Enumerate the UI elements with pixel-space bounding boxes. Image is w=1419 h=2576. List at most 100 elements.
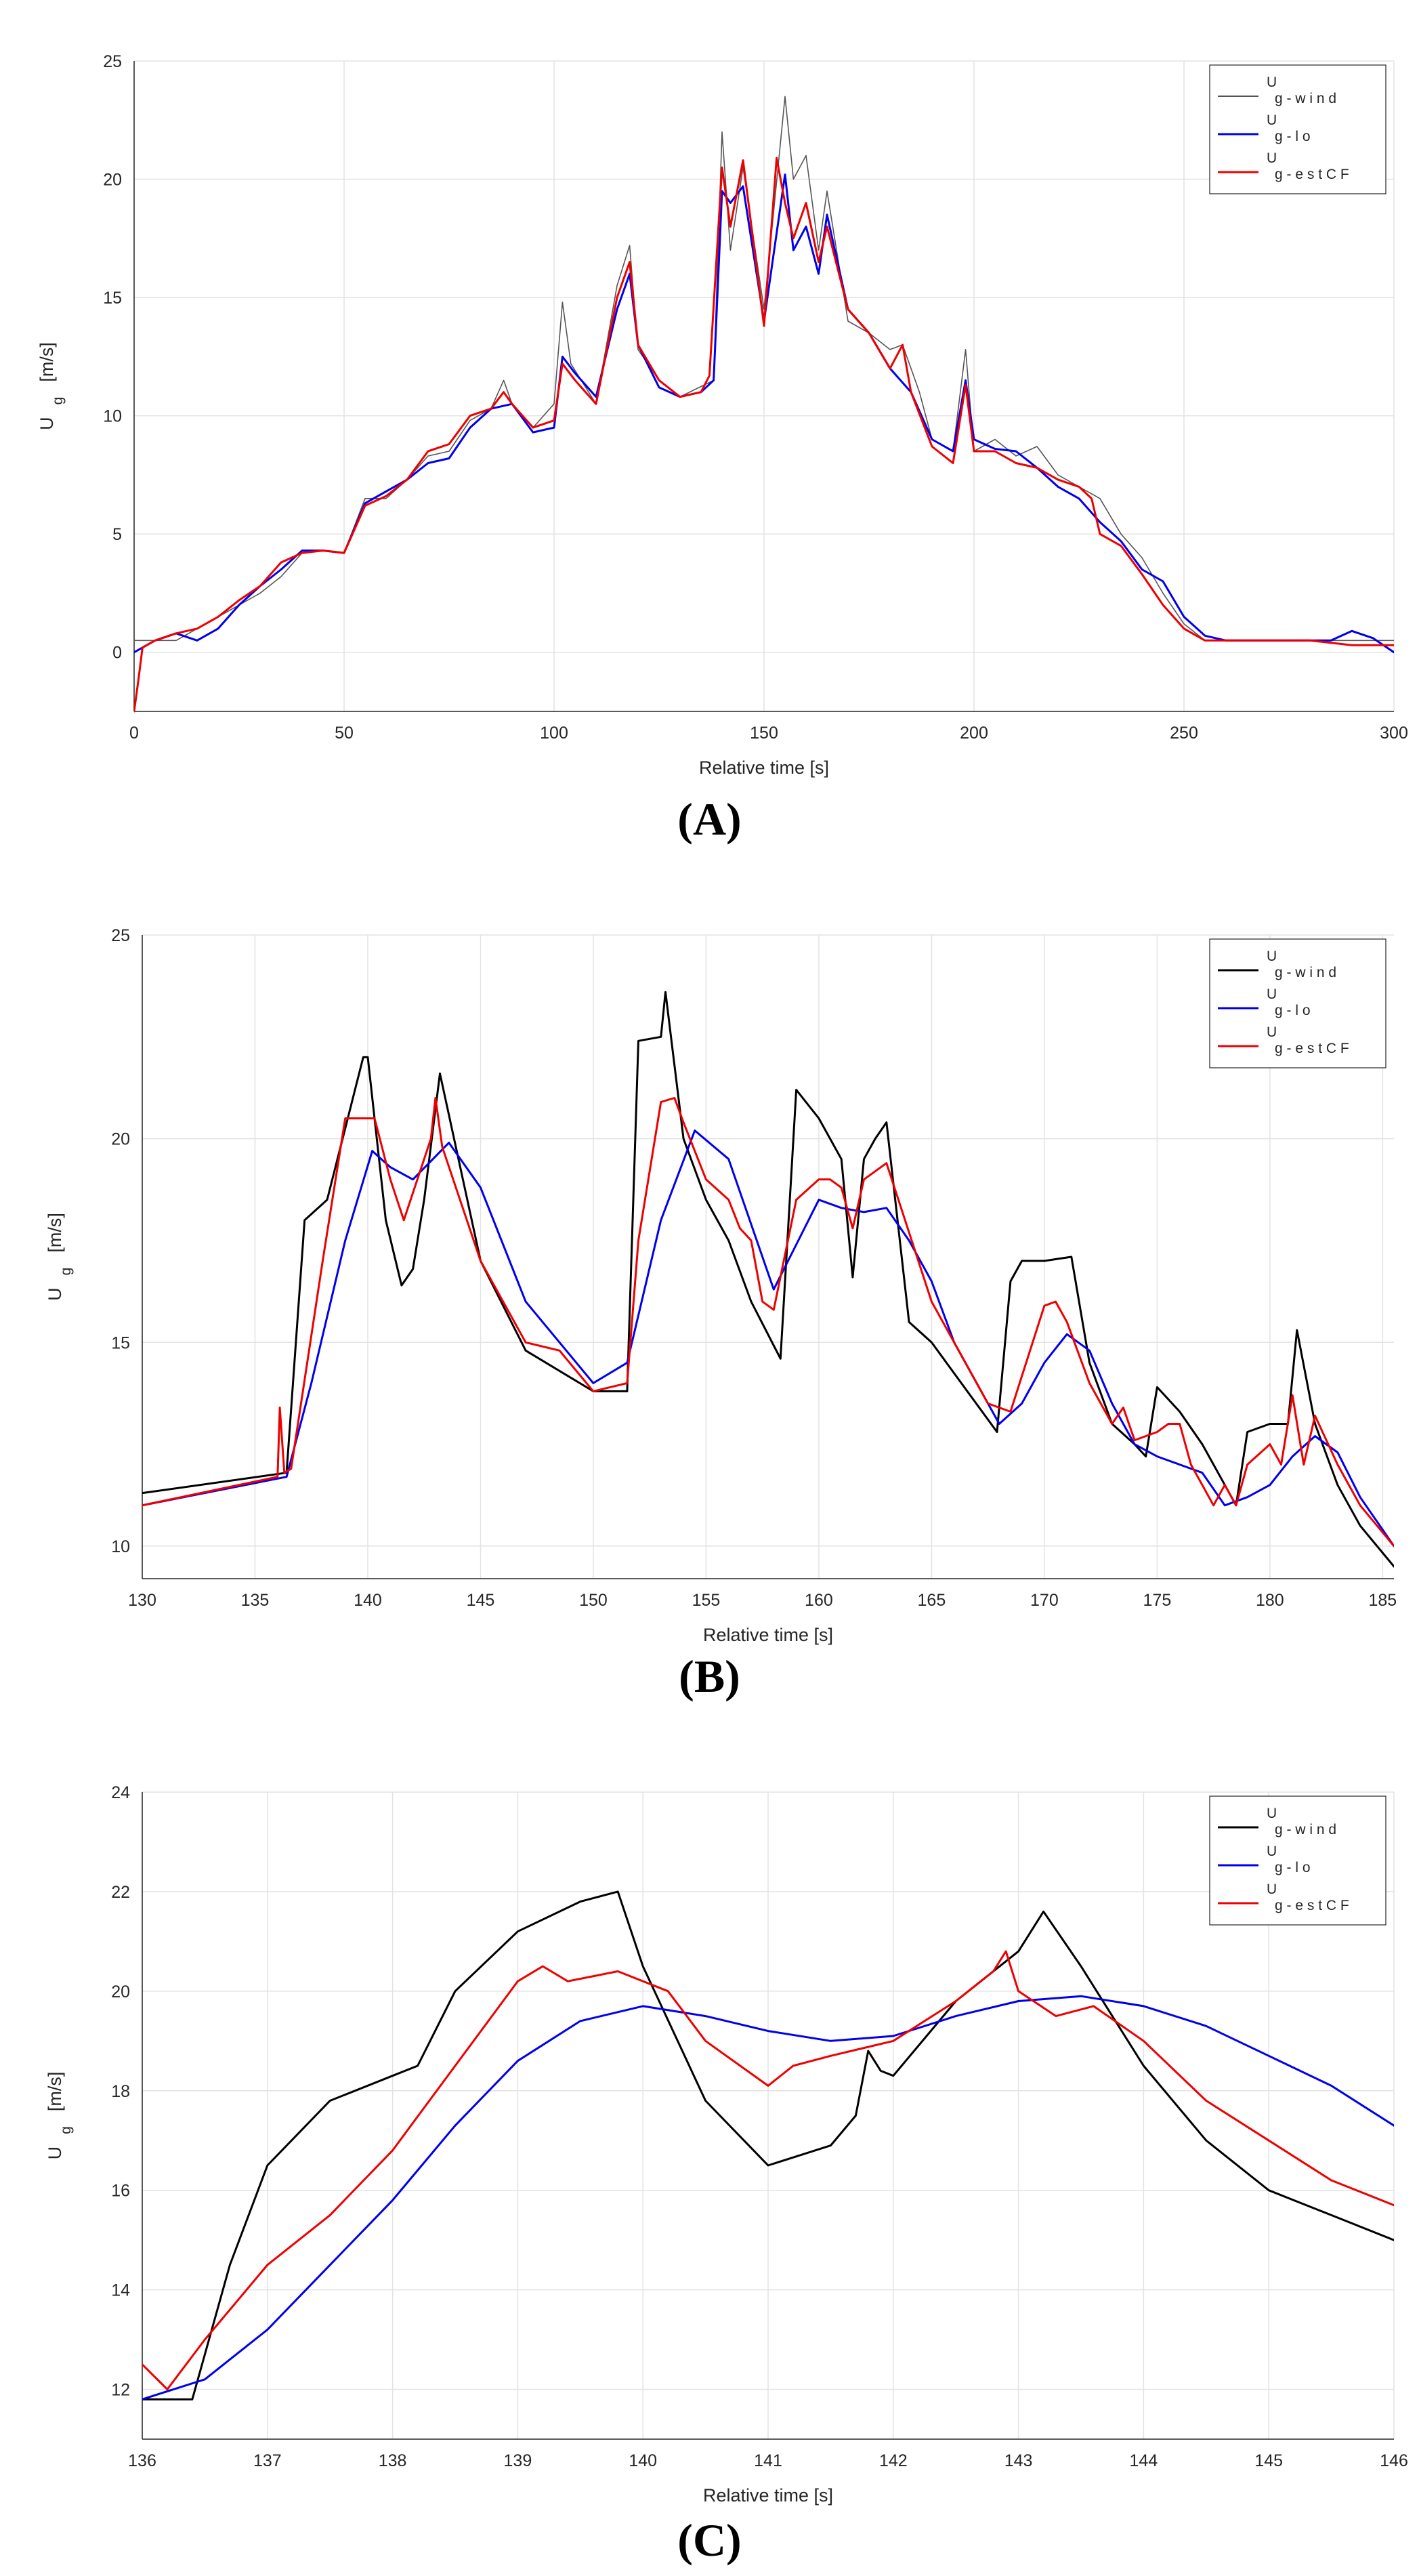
legend-name: U	[1267, 1844, 1277, 1859]
x-tick-label: 50	[335, 724, 354, 743]
legend-subscript: g - w i n d	[1275, 1822, 1336, 1837]
x-tick-label: 175	[1143, 1591, 1172, 1610]
y-tick-label: 25	[111, 926, 130, 945]
series-group-b	[142, 991, 1394, 1568]
x-tick-label: 137	[253, 2451, 282, 2470]
series-line-g-lo	[142, 1995, 1394, 2401]
y-tick-label: 20	[111, 1982, 130, 2001]
y-tick-label: 10	[111, 1537, 130, 1556]
legend-name: U	[1267, 986, 1277, 1002]
x-tick-label: 0	[129, 724, 139, 743]
series-line-g-wind	[142, 1890, 1394, 2401]
legend-name: U	[1267, 112, 1277, 128]
legend-item: Ug - w i n d	[1218, 949, 1336, 980]
legend-b: Ug - w i n dUg - l oUg - e s t C F	[1209, 938, 1386, 1068]
y-axis-label: Ug[m/s]	[45, 2072, 74, 2160]
x-tick-label: 144	[1130, 2451, 1158, 2470]
legend-item: Ug - e s t C F	[1218, 1024, 1349, 1056]
y-tick-label: 15	[111, 1333, 130, 1352]
x-axis-label: Relative time [s]	[703, 2485, 833, 2506]
y-axis-label-text: Ug[m/s]	[45, 2072, 74, 2160]
plot-area-b	[142, 935, 1394, 1579]
x-tick-label: 200	[960, 724, 988, 743]
chart-panel-a: 0 50 100 150 200 250 300 0 5 10 15 20 25 Relative tim…	[0, 0, 1419, 874]
y-tick-label: 22	[111, 1883, 130, 1902]
x-tick-label: 139	[504, 2451, 532, 2470]
y-axis-label-text: Ug[m/s]	[37, 342, 66, 430]
legend-name: U	[1267, 949, 1277, 964]
series-line-g-est-cf	[134, 157, 1394, 713]
chart-a: 0 50 100 150 200 250 300 0 5 10 15 20 25 Relative tim…	[37, 52, 1408, 778]
series-line-g-lo	[142, 1129, 1394, 1547]
x-tick-label: 300	[1380, 724, 1408, 743]
x-tick-label: 100	[540, 724, 568, 743]
x-tick-label: 143	[1004, 2451, 1033, 2470]
legend-subscript: g - l o	[1275, 1003, 1311, 1018]
grid-c	[142, 1791, 1395, 2439]
legend-name: U	[1267, 150, 1277, 166]
y-axis-label-text: Ug[m/s]	[45, 1213, 74, 1301]
legend-item: Ug - w i n d	[1218, 1806, 1336, 1837]
panel-label-b: (B)	[679, 1650, 740, 1702]
legend-subscript: g - e s t C F	[1275, 1898, 1349, 1913]
chart-panel-c: 136 137 138 139 140 141 142 143 144 145 146 12 14 16 1…	[0, 1734, 1419, 2576]
y-tick-label: 25	[103, 52, 122, 71]
legend-item: Ug - l o	[1218, 1844, 1311, 1875]
panel-label-a: (A)	[677, 793, 742, 845]
x-tick-label: 138	[379, 2451, 407, 2470]
y-tick-label: 20	[111, 1130, 130, 1149]
x-tick-label: 145	[1254, 2451, 1283, 2470]
legend-item: Ug - e s t C F	[1218, 1882, 1349, 1913]
legend-c: Ug - w i n dUg - l oUg - e s t C F	[1209, 1795, 1386, 1926]
legend-subscript: g - w i n d	[1275, 965, 1336, 980]
legend-a: Ug - w i n dUg - l oUg - e s t C F	[1209, 64, 1386, 194]
legend-item: Ug - l o	[1218, 986, 1311, 1018]
y-tick-label: 5	[112, 525, 122, 544]
y-tick-label: 15	[103, 289, 122, 308]
x-tick-label: 165	[918, 1591, 946, 1610]
y-tick-label: 18	[111, 2082, 130, 2101]
legend-subscript: g - l o	[1275, 1860, 1311, 1875]
x-tick-label: 142	[879, 2451, 908, 2470]
y-tick-label: 16	[111, 2182, 130, 2201]
x-axis-label: Relative time [s]	[703, 1625, 833, 1645]
series-line-g-est-cf	[142, 1950, 1394, 2390]
legend-name: U	[1267, 1882, 1277, 1897]
chart-b: 130 135 140 145 150 155 160 165 170 175 180 185 10 15…	[45, 926, 1397, 1645]
legend-subscript: g - e s t C F	[1275, 167, 1349, 182]
x-tick-label: 146	[1380, 2451, 1408, 2470]
chart-c: 136 137 138 139 140 141 142 143 144 145 146 12 14 16 1…	[45, 1783, 1408, 2506]
y-tick-label: 24	[111, 1783, 130, 1802]
y-axis-label: Ug[m/s]	[45, 1213, 74, 1301]
legend-name: U	[1267, 1806, 1277, 1821]
chart-panel-b: 130 135 140 145 150 155 160 165 170 175 180 185 10 15…	[0, 874, 1419, 1734]
x-tick-label: 136	[128, 2451, 156, 2470]
x-tick-label: 185	[1368, 1591, 1397, 1610]
y-tick-label: 20	[103, 171, 122, 190]
x-tick-label: 170	[1030, 1591, 1059, 1610]
legend-item: Ug - l o	[1218, 112, 1311, 144]
x-tick-label: 160	[805, 1591, 833, 1610]
x-axis-label: Relative time [s]	[699, 757, 829, 778]
panel-label-c: (C)	[677, 2514, 742, 2566]
x-tick-label: 180	[1256, 1591, 1284, 1610]
grid-a	[133, 60, 1395, 711]
legend-subscript: g - e s t C F	[1275, 1041, 1349, 1056]
legend-subscript: g - w i n d	[1275, 91, 1336, 106]
series-line-g-est-cf	[142, 1097, 1394, 1547]
legend-item: Ug - w i n d	[1218, 75, 1336, 106]
x-tick-label: 150	[579, 1591, 608, 1610]
legend-name: U	[1267, 75, 1277, 90]
x-tick-label: 141	[754, 2451, 782, 2470]
y-tick-label: 10	[103, 407, 122, 426]
x-tick-label: 140	[629, 2451, 657, 2470]
x-tick-label: 150	[750, 724, 778, 743]
x-tick-label: 135	[241, 1591, 270, 1610]
legend-subscript: g - l o	[1275, 129, 1311, 144]
x-tick-label: 155	[692, 1591, 721, 1610]
series-group-a	[134, 96, 1394, 713]
legend-item: Ug - e s t C F	[1218, 150, 1349, 182]
x-tick-label: 250	[1170, 724, 1198, 743]
y-tick-label: 0	[112, 644, 122, 663]
x-tick-label: 140	[354, 1591, 382, 1610]
